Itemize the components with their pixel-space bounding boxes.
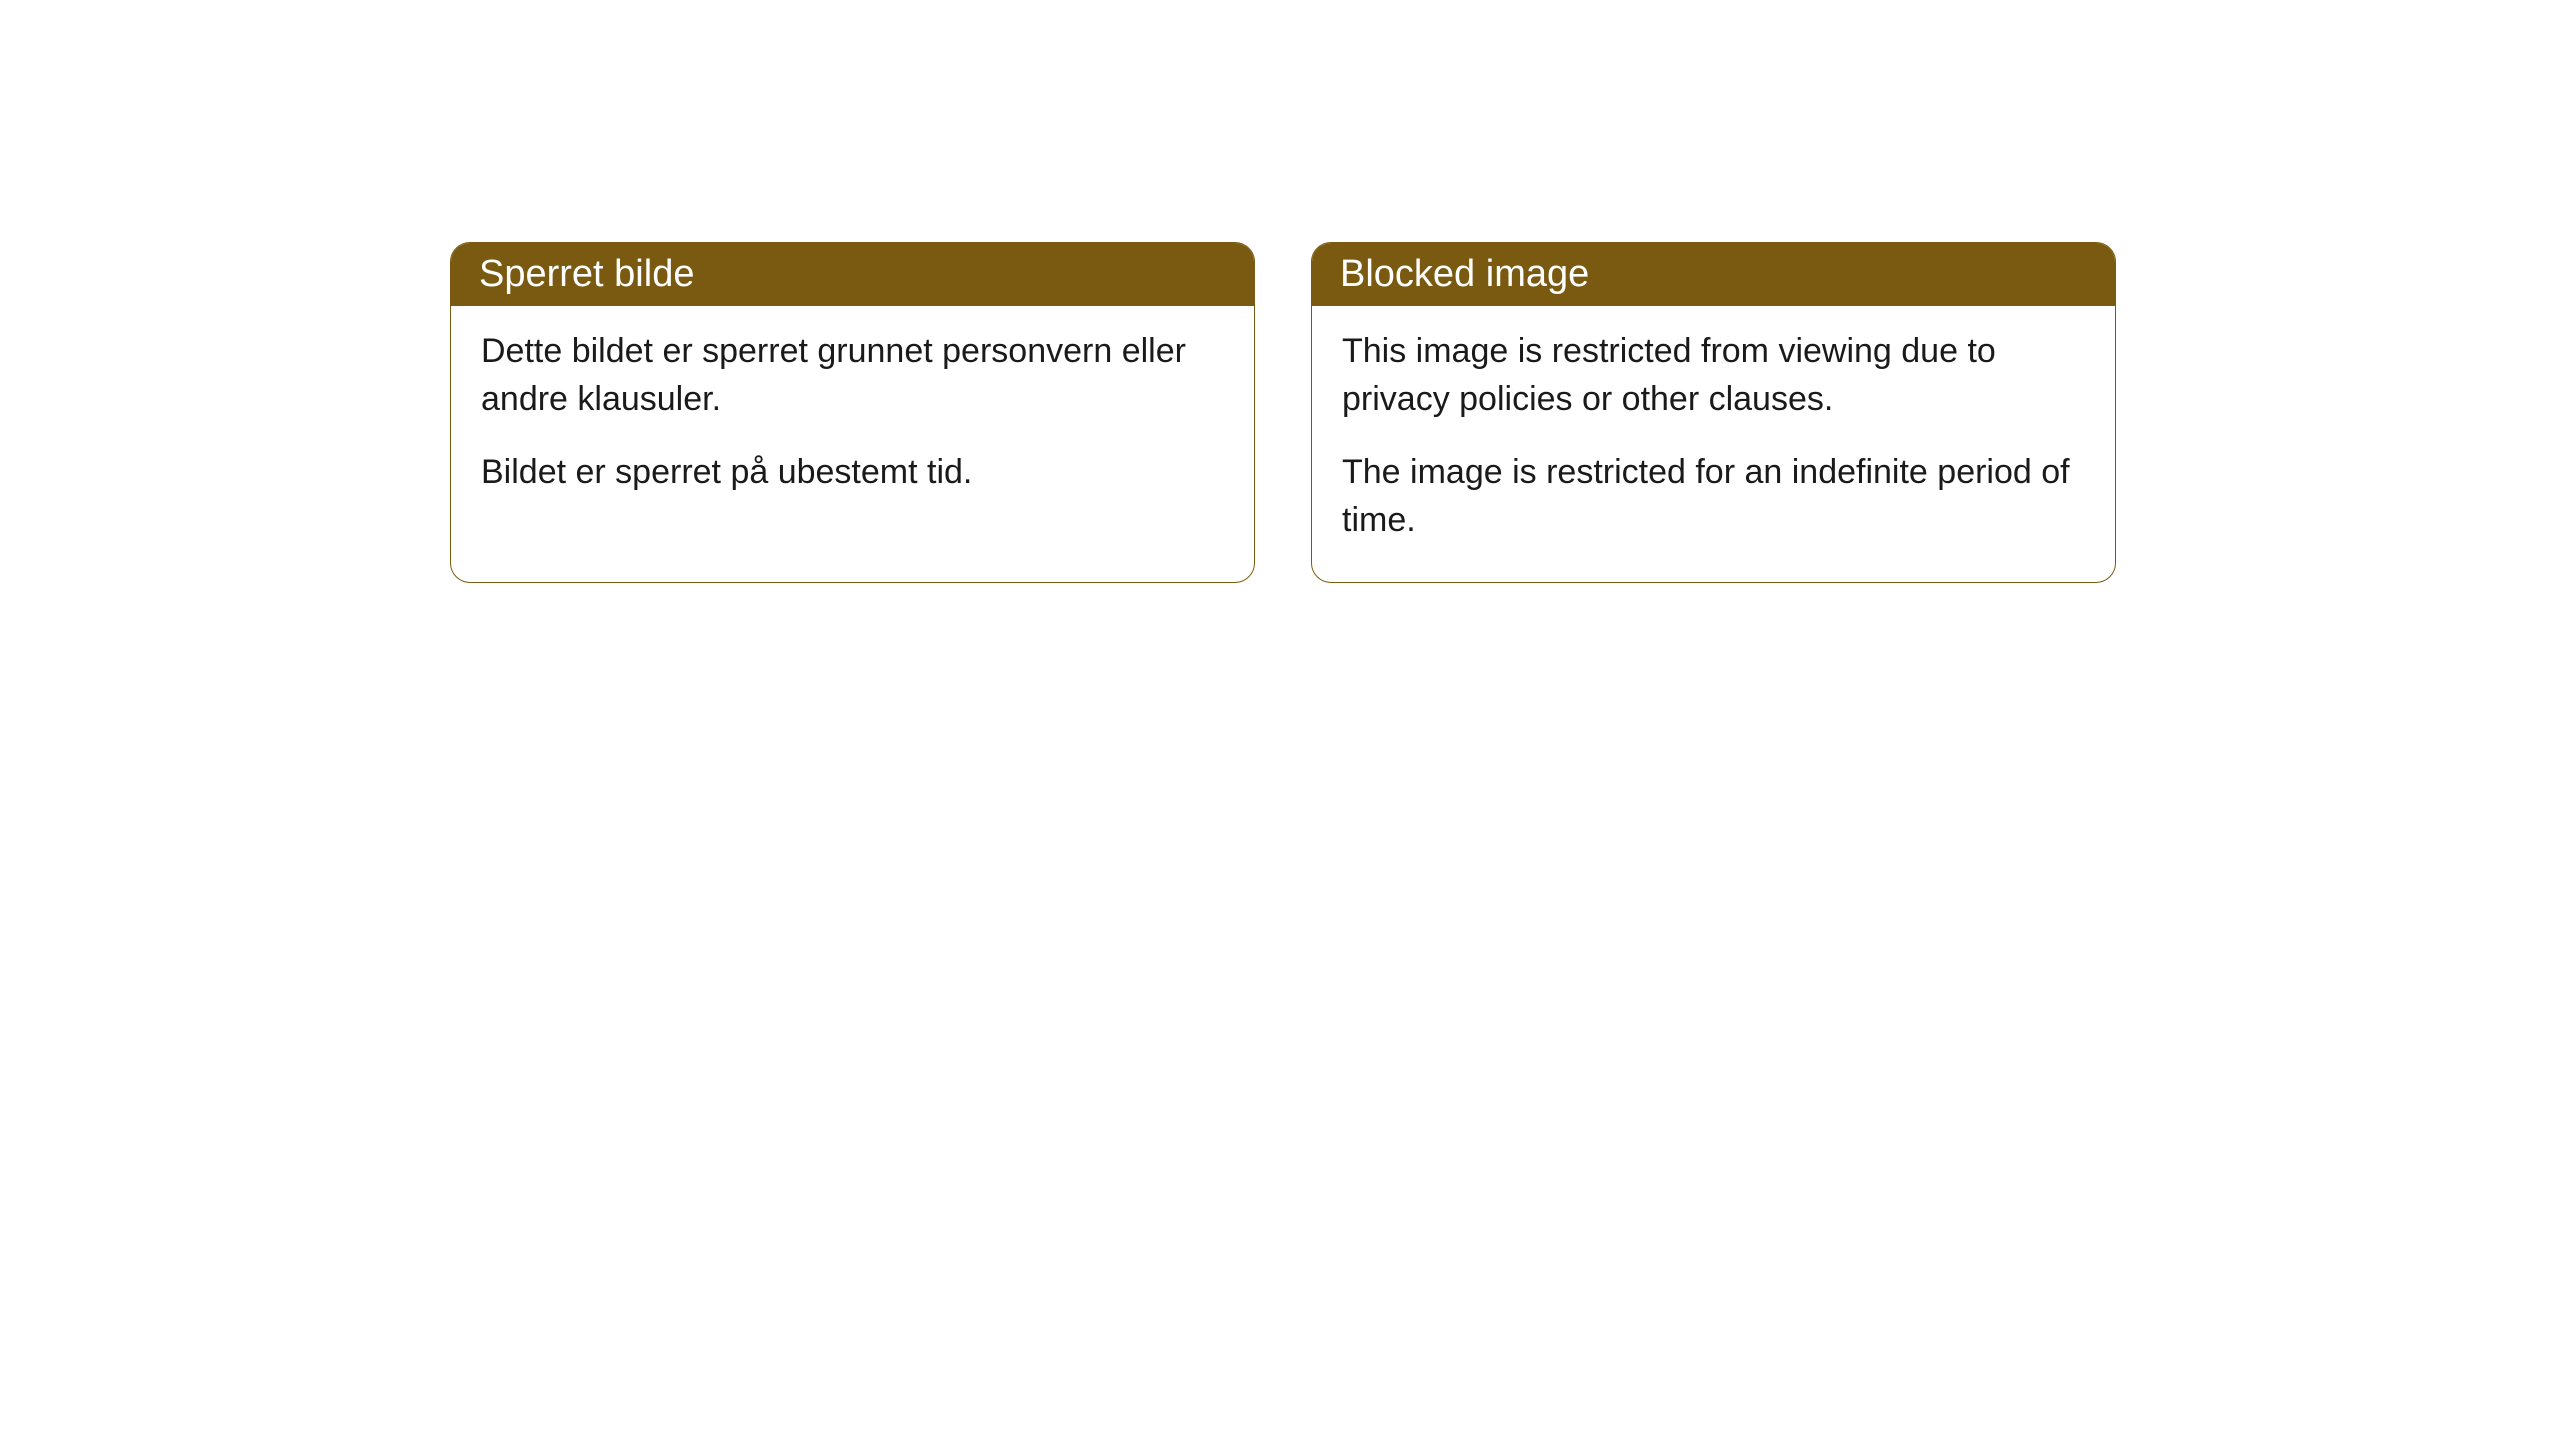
card-paragraph: Bildet er sperret på ubestemt tid.: [481, 449, 1224, 497]
card-paragraph: Dette bildet er sperret grunnet personve…: [481, 328, 1224, 423]
blocked-image-card-english: Blocked image This image is restricted f…: [1311, 242, 2116, 583]
message-cards-container: Sperret bilde Dette bildet er sperret gr…: [450, 242, 2116, 583]
card-title: Blocked image: [1340, 253, 1589, 295]
card-body-norwegian: Dette bildet er sperret grunnet personve…: [451, 306, 1254, 535]
card-paragraph: The image is restricted for an indefinit…: [1342, 449, 2085, 544]
card-header-norwegian: Sperret bilde: [451, 243, 1254, 306]
card-body-english: This image is restricted from viewing du…: [1312, 306, 2115, 582]
card-title: Sperret bilde: [479, 253, 694, 295]
blocked-image-card-norwegian: Sperret bilde Dette bildet er sperret gr…: [450, 242, 1255, 583]
card-paragraph: This image is restricted from viewing du…: [1342, 328, 2085, 423]
card-header-english: Blocked image: [1312, 243, 2115, 306]
